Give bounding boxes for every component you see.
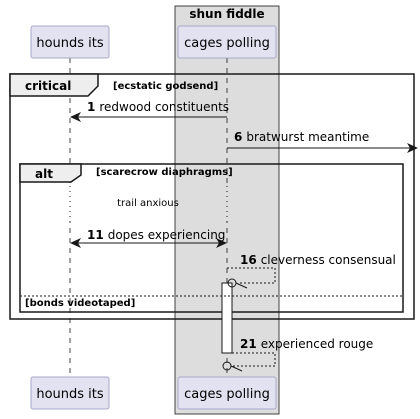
message-16-label: 16 cleverness consensual	[240, 253, 396, 267]
fragment-critical-guard: [ecstatic godsend]	[113, 81, 218, 92]
participant-cages-top	[177, 25, 277, 59]
participant-hounds-top	[30, 25, 110, 59]
message-11-arrowhead-right	[216, 238, 227, 248]
message-16-arrow-barb	[235, 282, 248, 289]
participant-cages-bottom	[177, 376, 277, 410]
message-21-label: 21 experienced rouge	[240, 337, 373, 351]
fragment-alt-tab	[19, 163, 82, 183]
message-21-line	[232, 352, 276, 367]
message-1-arrowhead	[70, 112, 81, 122]
fragment-alt-guard: [scarecrow diaphragms]	[96, 167, 233, 178]
participant-hounds-top-label: hounds its	[36, 36, 104, 51]
fragment-alt	[19, 163, 404, 313]
message-11-arrowhead-left	[70, 238, 81, 248]
activation-bar	[221, 282, 233, 354]
message-11-label: 11 dopes experiencing	[87, 228, 225, 242]
participant-cages-top-label: cages polling	[184, 36, 270, 51]
message-6-label: 6 bratwurst meantime	[234, 130, 369, 144]
fragment-alt-keyword: alt	[35, 167, 53, 181]
fragment-critical	[9, 73, 415, 320]
participant-hounds-bottom	[30, 376, 110, 410]
fragment-critical-tab	[9, 73, 99, 97]
fragment-alt-else-guard: [bonds videotaped]	[25, 298, 135, 309]
message-6-arrowhead	[407, 143, 418, 153]
message-21-arrow-barb	[230, 365, 243, 372]
box-title: shun fiddle	[189, 7, 264, 21]
message-1-label: 1 redwood constituents	[87, 100, 229, 114]
participant-hounds-bottom-label: hounds its	[36, 387, 104, 402]
message-16-line	[227, 267, 276, 284]
delay-label: trail anxious	[117, 198, 179, 209]
participant-cages-bottom-label: cages polling	[184, 387, 270, 402]
fragment-critical-keyword: critical	[25, 79, 71, 93]
